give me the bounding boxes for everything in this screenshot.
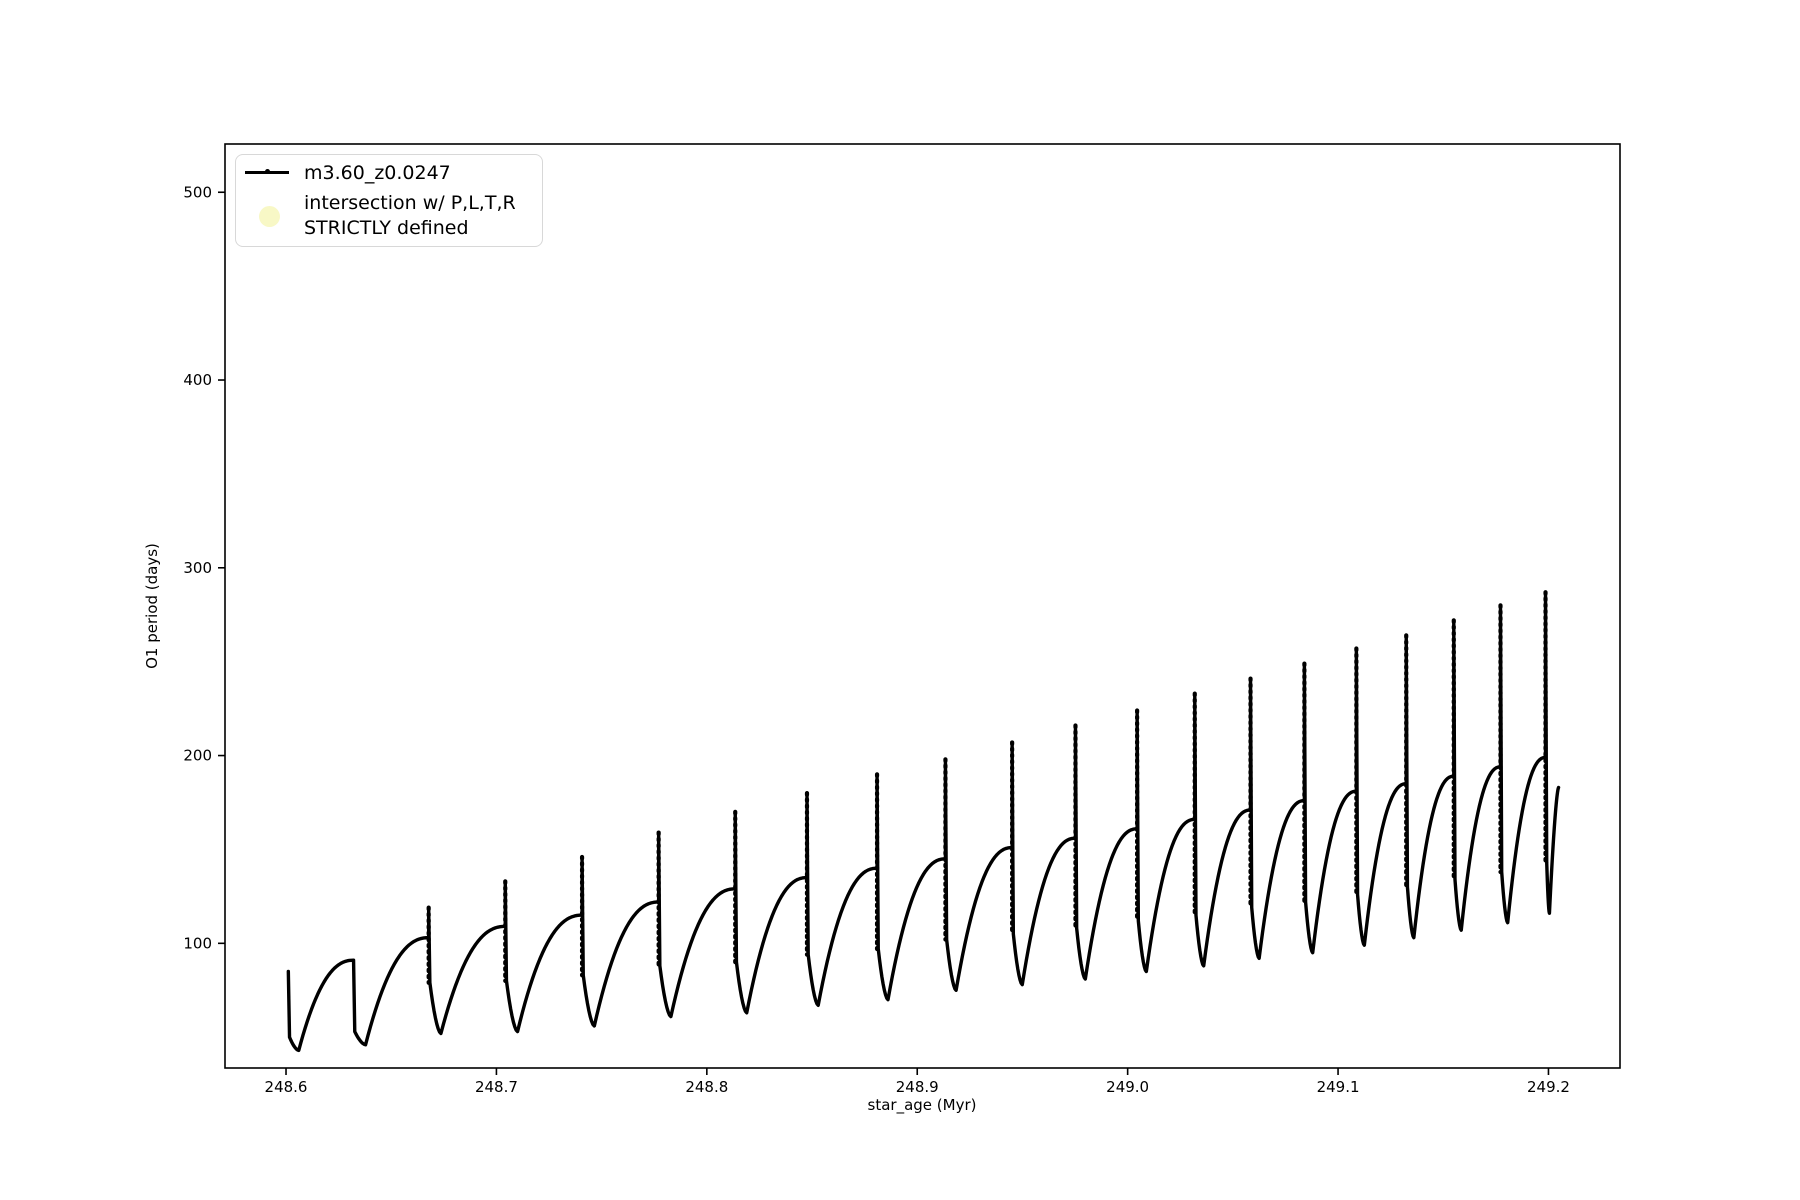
legend: m3.60_z0.0247 intersection w/ P,L,T,R STR… xyxy=(235,154,543,247)
legend-series-label: m3.60_z0.0247 xyxy=(304,162,451,184)
x-tick-label: 248.7 xyxy=(475,1078,518,1096)
spike-markers-group xyxy=(426,590,1548,985)
y-tick-label: 100 xyxy=(183,934,212,952)
axes-spines xyxy=(224,143,1621,1069)
x-tick-label: 249.2 xyxy=(1527,1078,1570,1096)
x-tick-label: 249.0 xyxy=(1106,1078,1149,1096)
y-tick-label: 500 xyxy=(183,183,212,201)
x-axis-label: star_age (Myr) xyxy=(868,1096,977,1115)
point-marker-icon xyxy=(265,169,270,175)
y-tick-label: 400 xyxy=(183,371,212,389)
x-tick-label: 249.1 xyxy=(1317,1078,1360,1096)
y-axis-label: O1 period (days) xyxy=(143,543,161,669)
x-tick-label: 248.9 xyxy=(896,1078,939,1096)
y-tick-label: 300 xyxy=(183,559,212,577)
legend-intersection-label: intersection w/ P,L,T,R STRICTLY defined xyxy=(304,191,516,241)
intersection-marker-icon xyxy=(259,206,280,227)
x-tick-label: 248.8 xyxy=(685,1078,728,1096)
legend-intersection-label-line1: intersection w/ P,L,T,R xyxy=(304,192,516,214)
x-tick-label: 248.6 xyxy=(265,1078,308,1096)
series-group xyxy=(286,590,1561,1053)
legend-intersection-label-line2: STRICTLY defined xyxy=(304,217,469,239)
legend-line-sample xyxy=(245,169,289,175)
axes-group: 248.6 248.7 248.8 248.9 249.0 249.1 249.2 100 20… xyxy=(183,143,1621,1096)
series-line xyxy=(286,590,1561,1053)
y-tick-label: 200 xyxy=(183,747,212,765)
